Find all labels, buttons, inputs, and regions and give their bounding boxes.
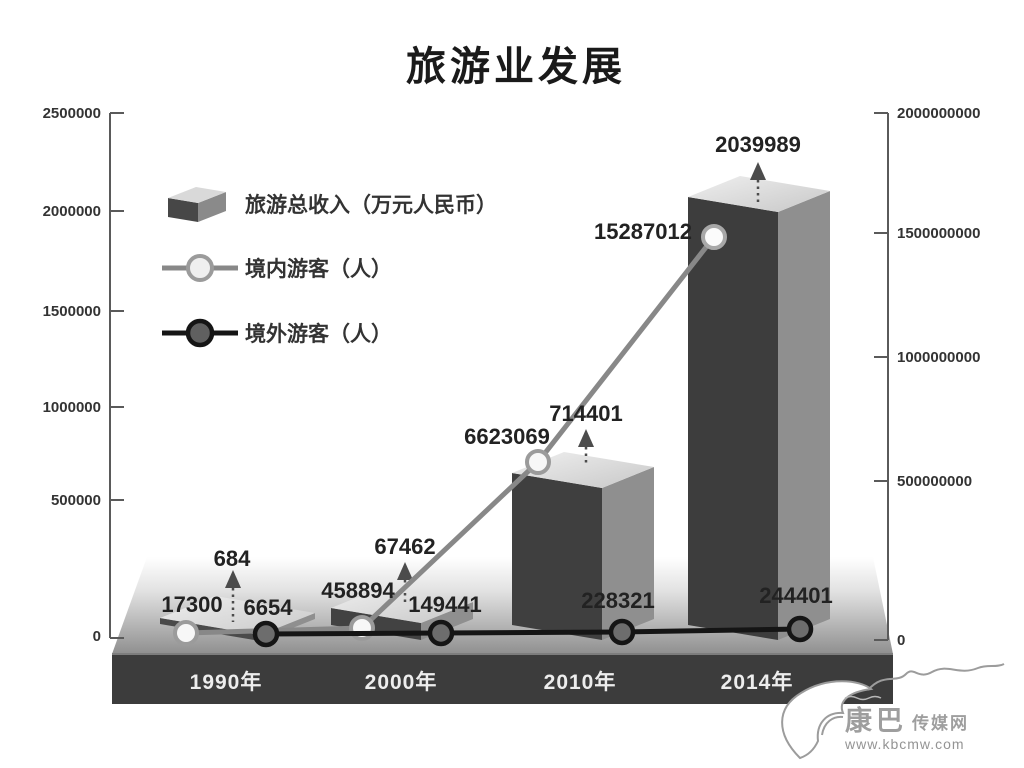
legend-item-domestic: 境内游客（人） <box>162 254 392 282</box>
bar-2014-side-face <box>778 191 830 640</box>
left-axis-tick-label: 1500000 <box>43 303 101 320</box>
bar-3d-icon <box>168 187 226 222</box>
right-axis <box>874 112 889 641</box>
value-label-foreign-2000: 149441 <box>408 592 481 617</box>
legend-item-revenue: 旅游总收入（万元人民币） <box>168 187 497 222</box>
value-label-domestic-2014: 15287012 <box>594 219 692 244</box>
value-labels: 17300 458894 6623069 15287012 684 67462 … <box>161 132 832 620</box>
watermark: 康巴 传媒网 www.kbcmw.com <box>781 663 1005 760</box>
domestic-marker-2010 <box>525 449 551 475</box>
left-axis-tick-label: 0 <box>93 628 101 645</box>
domestic-marker-2014 <box>701 224 727 250</box>
watermark-swoosh-icon <box>867 663 1005 691</box>
foreign-marker-2010 <box>608 618 636 646</box>
left-axis-tick-label: 2000000 <box>43 203 101 220</box>
value-label-revenue-1990: 684 <box>214 546 251 571</box>
foreign-line-series <box>252 615 814 648</box>
legend: 旅游总收入（万元人民币） 境内游客（人） 境外游客（人） <box>162 187 497 348</box>
value-label-domestic-2010: 6623069 <box>464 424 550 449</box>
arrow-head-icon <box>578 429 594 447</box>
foreign-marker-1990 <box>252 620 280 648</box>
value-label-revenue-2000: 67462 <box>374 534 435 559</box>
category-band-rect <box>112 654 893 704</box>
value-label-foreign-2010: 228321 <box>581 588 654 613</box>
category-label-1990: 1990年 <box>190 670 263 694</box>
legend-item-foreign: 境外游客（人） <box>162 318 392 348</box>
category-label-2000: 2000年 <box>365 670 438 694</box>
bar-2010-side-face <box>602 467 654 640</box>
right-axis-tick-label: 1500000000 <box>897 225 980 242</box>
value-label-domestic-2000: 458894 <box>321 578 395 603</box>
left-axis-labels: 2500000 2000000 1500000 1000000 500000 0 <box>43 105 101 645</box>
foreign-marker-2000 <box>427 619 455 647</box>
left-axis-tick-label: 2500000 <box>43 105 101 122</box>
left-axis-tick-label: 1000000 <box>43 399 101 416</box>
bar-2010 <box>512 452 654 640</box>
bar-2000-top-face <box>331 587 473 623</box>
left-axis-tick-label: 500000 <box>51 492 101 509</box>
chart-title: 旅游业发展 <box>406 45 626 89</box>
watermark-brand: 康巴 <box>845 705 907 736</box>
foreign-marker-2014 <box>786 615 814 643</box>
dark-circle-icon <box>185 318 215 348</box>
light-circle-icon <box>186 254 214 282</box>
right-axis-tick-label: 0 <box>897 632 905 649</box>
watermark-scribble <box>844 695 882 701</box>
value-label-foreign-2014: 244401 <box>759 583 832 608</box>
value-label-revenue-2010: 714401 <box>549 401 622 426</box>
watermark-brand-suffix: 传媒网 <box>911 713 969 733</box>
value-label-domestic-1990: 17300 <box>161 592 222 617</box>
bar-value-arrows <box>225 162 766 622</box>
right-axis-tick-label: 500000000 <box>897 473 972 490</box>
arrow-head-icon <box>225 570 241 588</box>
arrow-head-icon <box>750 162 766 180</box>
arrow-head-icon <box>397 562 413 580</box>
bar-1990-top-face <box>160 596 315 635</box>
kbcmw-logo-icon <box>781 680 874 760</box>
foreign-line <box>265 626 801 637</box>
bar-2010-front-face <box>512 473 602 640</box>
right-axis-tick-label: 1000000000 <box>897 349 980 366</box>
legend-label-domestic: 境内游客（人） <box>245 257 392 281</box>
left-axis <box>109 112 124 639</box>
category-label-2010: 2010年 <box>544 670 617 694</box>
category-label-2014: 2014年 <box>721 670 794 694</box>
value-label-revenue-2014: 2039989 <box>715 132 801 157</box>
domestic-marker-1990 <box>173 620 199 646</box>
legend-label-revenue: 旅游总收入（万元人民币） <box>245 193 497 217</box>
right-axis-labels: 2000000000 1500000000 1000000000 5000000… <box>897 105 980 649</box>
value-label-foreign-1990: 6654 <box>244 595 294 620</box>
bar-2014-front-face <box>688 197 778 640</box>
category-axis-band: 1990年 2000年 2010年 2014年 <box>112 653 893 704</box>
right-axis-tick-label: 2000000000 <box>897 105 980 122</box>
bar-2014 <box>688 176 830 640</box>
legend-label-foreign: 境外游客（人） <box>245 322 392 346</box>
watermark-url: www.kbcmw.com <box>844 736 965 752</box>
